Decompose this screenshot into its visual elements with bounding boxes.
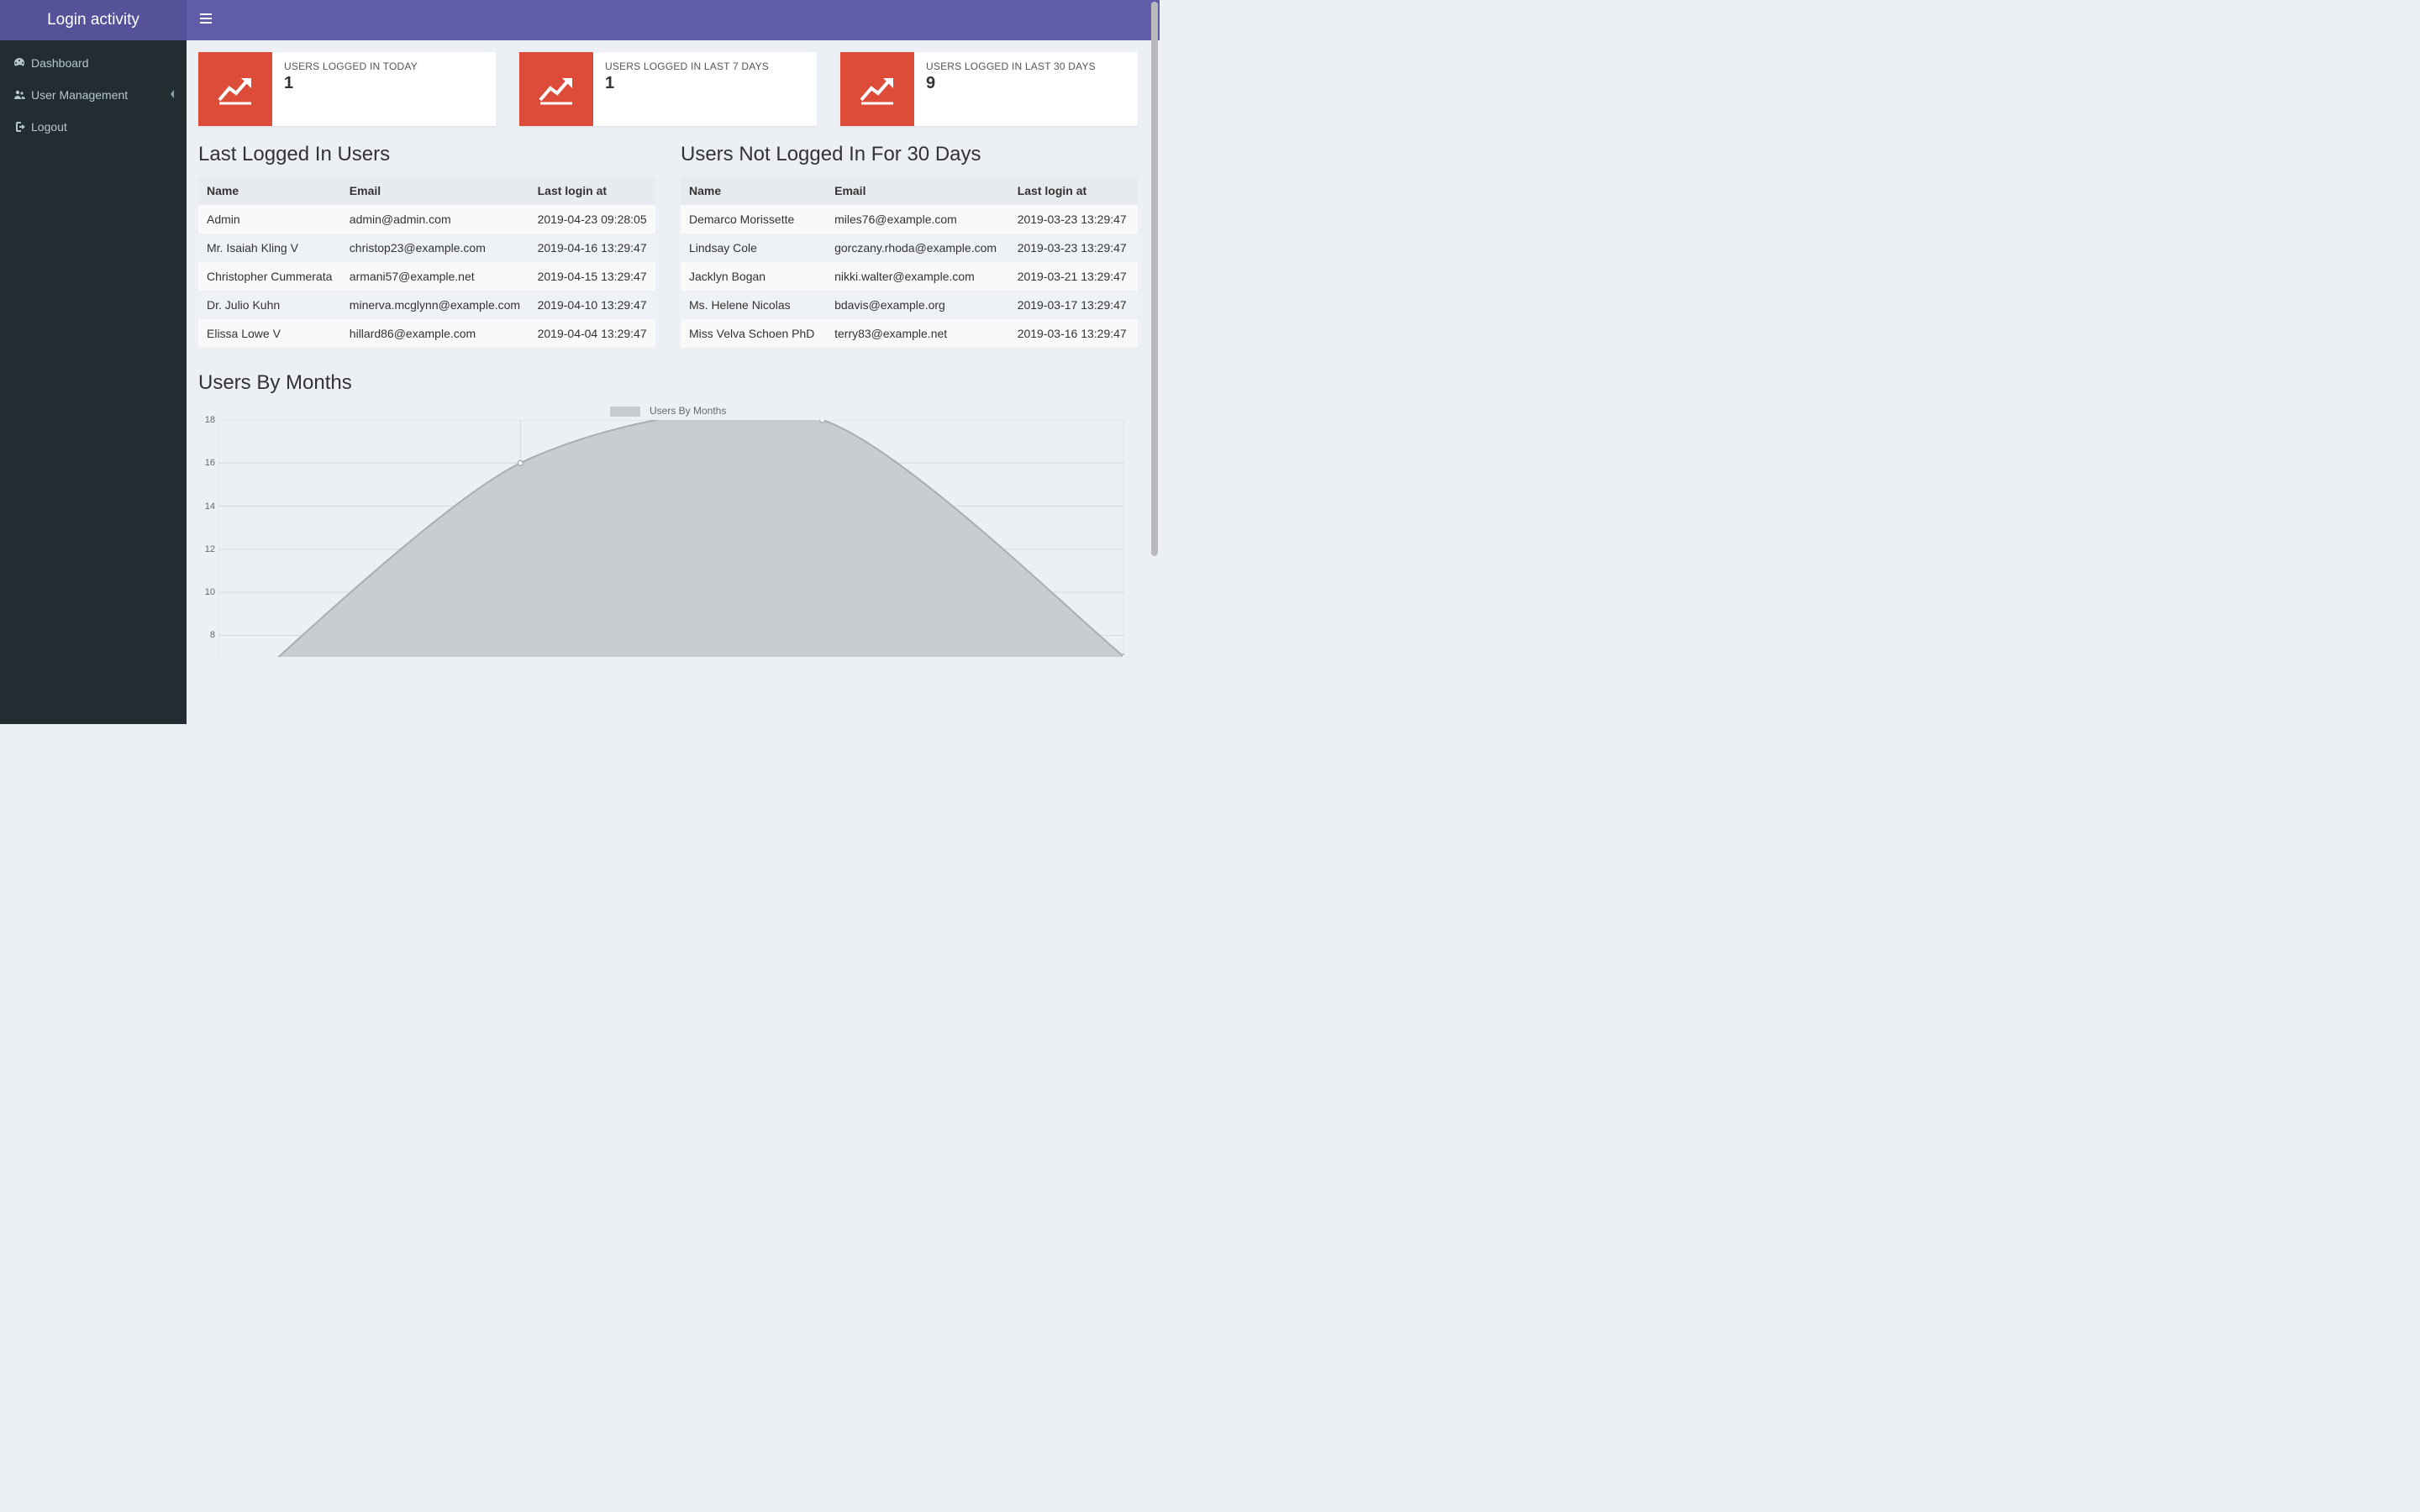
tables-row: Last Logged In Users NameEmailLast login…: [198, 143, 1138, 348]
column-header: Last login at: [1009, 176, 1138, 205]
stats-row: USERS LOGGED IN TODAY 1 USERS LOGGED IN …: [198, 52, 1138, 126]
y-tick-label: 14: [205, 501, 215, 512]
stat-card-today: USERS LOGGED IN TODAY 1: [198, 52, 496, 126]
stat-value: 1: [605, 74, 769, 93]
table-cell: Demarco Morissette: [681, 205, 826, 234]
table-cell: Ms. Helene Nicolas: [681, 291, 826, 319]
table-cell: hillard86@example.com: [341, 319, 529, 348]
table-cell: minerva.mcglynn@example.com: [341, 291, 529, 319]
table-cell: 2019-04-23 09:28:05: [529, 205, 655, 234]
users-icon: [13, 88, 31, 102]
trend-up-icon: [519, 52, 593, 126]
table-cell: 2019-03-23 13:29:47: [1009, 234, 1138, 262]
sidebar-item-label: Logout: [31, 120, 67, 134]
dashboard-icon: [13, 56, 31, 70]
sidebar-item-logout[interactable]: Logout: [0, 111, 187, 143]
table-row: Lindsay Colegorczany.rhoda@example.com20…: [681, 234, 1138, 262]
table-row: Mr. Isaiah Kling Vchristop23@example.com…: [198, 234, 655, 262]
table-cell: 2019-03-23 13:29:47: [1009, 205, 1138, 234]
sidebar-item-dashboard[interactable]: Dashboard: [0, 47, 187, 79]
table-row: Ms. Helene Nicolasbdavis@example.org2019…: [681, 291, 1138, 319]
legend-swatch: [610, 407, 640, 417]
table-cell: 2019-04-10 13:29:47: [529, 291, 655, 319]
stat-label: USERS LOGGED IN LAST 30 DAYS: [926, 60, 1096, 72]
column-header: Name: [681, 176, 826, 205]
table-cell: Mr. Isaiah Kling V: [198, 234, 341, 262]
y-tick-label: 10: [205, 587, 215, 597]
y-axis: 81012141618: [198, 420, 218, 657]
stat-card-30days: USERS LOGGED IN LAST 30 DAYS 9: [840, 52, 1138, 126]
table-cell: 2019-03-16 13:29:47: [1009, 319, 1138, 348]
y-tick-label: 8: [210, 630, 215, 640]
column-header: Name: [198, 176, 341, 205]
stat-card-7days: USERS LOGGED IN LAST 7 DAYS 1: [519, 52, 817, 126]
table-cell: christop23@example.com: [341, 234, 529, 262]
table-cell: 2019-04-04 13:29:47: [529, 319, 655, 348]
topbar: Login activity: [0, 0, 1160, 40]
table-cell: armani57@example.net: [341, 262, 529, 291]
table-cell: 2019-04-16 13:29:47: [529, 234, 655, 262]
table-cell: admin@admin.com: [341, 205, 529, 234]
trend-up-icon: [198, 52, 272, 126]
sidebar-item-label: Dashboard: [31, 56, 89, 70]
last-logged-table: NameEmailLast login at Adminadmin@admin.…: [198, 176, 655, 348]
logout-icon: [13, 120, 31, 134]
y-tick-label: 18: [205, 415, 215, 425]
section-title: Users Not Logged In For 30 Days: [681, 143, 1138, 166]
table-cell: Christopher Cummerata: [198, 262, 341, 291]
legend-label: Users By Months: [650, 405, 726, 417]
table-cell: Lindsay Cole: [681, 234, 826, 262]
y-tick-label: 16: [205, 458, 215, 468]
sidebar: Dashboard User Management Logout: [0, 40, 187, 724]
trend-up-icon: [840, 52, 914, 126]
table-cell: Jacklyn Bogan: [681, 262, 826, 291]
table-cell: gorczany.rhoda@example.com: [826, 234, 1009, 262]
chart-legend: Users By Months: [198, 405, 1138, 417]
table-row: Demarco Morissettemiles76@example.com201…: [681, 205, 1138, 234]
sidebar-item-user-management[interactable]: User Management: [0, 79, 187, 111]
table-cell: 2019-04-15 13:29:47: [529, 262, 655, 291]
hamburger-icon: [200, 13, 212, 27]
app-logo[interactable]: Login activity: [0, 0, 187, 40]
menu-toggle-button[interactable]: [187, 13, 225, 28]
stat-value: 1: [284, 74, 418, 93]
table-cell: miles76@example.com: [826, 205, 1009, 234]
inactive-table-block: Users Not Logged In For 30 Days NameEmai…: [681, 143, 1138, 348]
stat-value: 9: [926, 74, 1096, 93]
table-row: Christopher Cummerataarmani57@example.ne…: [198, 262, 655, 291]
column-header: Last login at: [529, 176, 655, 205]
table-cell: Dr. Julio Kuhn: [198, 291, 341, 319]
stat-label: USERS LOGGED IN TODAY: [284, 60, 418, 72]
table-cell: terry83@example.net: [826, 319, 1009, 348]
column-header: Email: [341, 176, 529, 205]
table-cell: bdavis@example.org: [826, 291, 1009, 319]
app-title: Login activity: [47, 11, 139, 29]
chart-title: Users By Months: [198, 371, 1138, 395]
table-row: Jacklyn Bogannikki.walter@example.com201…: [681, 262, 1138, 291]
column-header: Email: [826, 176, 1009, 205]
area-chart: [218, 420, 1124, 657]
chevron-left-icon: [170, 90, 175, 101]
y-tick-label: 12: [205, 544, 215, 554]
main-content: USERS LOGGED IN TODAY 1 USERS LOGGED IN …: [187, 40, 1150, 724]
table-row: Dr. Julio Kuhnminerva.mcglynn@example.co…: [198, 291, 655, 319]
section-title: Last Logged In Users: [198, 143, 655, 166]
inactive-table: NameEmailLast login at Demarco Morissett…: [681, 176, 1138, 348]
scrollbar-thumb[interactable]: [1151, 2, 1158, 556]
table-cell: Elissa Lowe V: [198, 319, 341, 348]
sidebar-item-label: User Management: [31, 88, 128, 102]
last-logged-table-block: Last Logged In Users NameEmailLast login…: [198, 143, 655, 348]
table-row: Miss Velva Schoen PhDterry83@example.net…: [681, 319, 1138, 348]
table-row: Adminadmin@admin.com2019-04-23 09:28:05: [198, 205, 655, 234]
table-cell: Admin: [198, 205, 341, 234]
chart-wrap: 81012141618: [218, 420, 1138, 657]
table-cell: 2019-03-21 13:29:47: [1009, 262, 1138, 291]
table-cell: Miss Velva Schoen PhD: [681, 319, 826, 348]
table-cell: 2019-03-17 13:29:47: [1009, 291, 1138, 319]
stat-label: USERS LOGGED IN LAST 7 DAYS: [605, 60, 769, 72]
table-cell: nikki.walter@example.com: [826, 262, 1009, 291]
chart-section: Users By Months Users By Months 81012141…: [198, 371, 1138, 657]
table-row: Elissa Lowe Vhillard86@example.com2019-0…: [198, 319, 655, 348]
